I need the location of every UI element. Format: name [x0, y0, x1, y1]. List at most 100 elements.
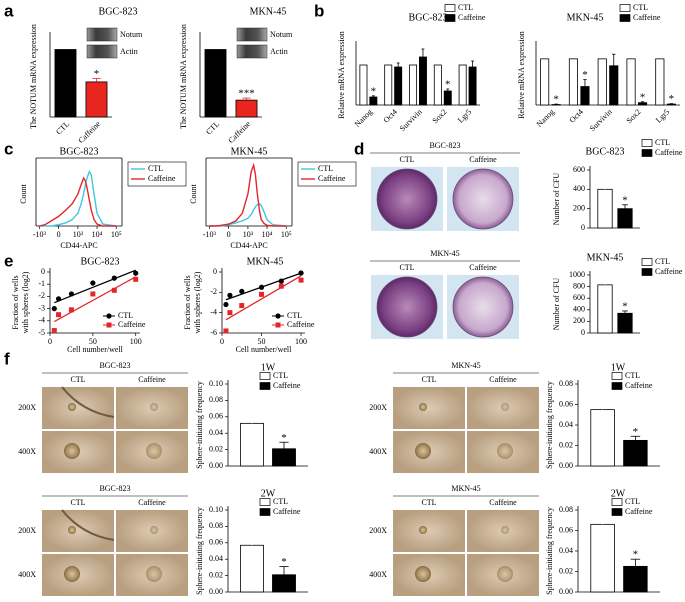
bar	[272, 574, 296, 593]
y-axis-label: Relative mRNA expression	[337, 31, 346, 119]
legend-label: Caffeine	[655, 267, 683, 276]
chart-title: BGC-823	[60, 146, 99, 157]
image-title: BGC-823	[429, 141, 460, 150]
panel-letter: a	[4, 1, 14, 20]
legend-swatch	[641, 258, 653, 266]
bar	[617, 208, 633, 229]
x-tick-label: 100	[295, 337, 307, 346]
sphere	[64, 443, 80, 459]
colony-dish	[452, 276, 514, 338]
point	[227, 310, 233, 316]
x-tick-label: 50	[89, 337, 97, 346]
x-tick-label: 0	[220, 337, 224, 346]
legend-label: CTL	[273, 371, 288, 380]
y-tick-label: 0.08	[559, 379, 573, 388]
point	[298, 270, 304, 276]
y-tick-label: 200	[573, 316, 585, 325]
image-column-label: CTL	[421, 498, 436, 507]
image-row-label: 400X	[369, 447, 387, 456]
chart-title: 2W	[261, 488, 276, 499]
bar	[597, 58, 607, 106]
legend-label: Caffeine	[273, 507, 301, 516]
point	[56, 312, 62, 318]
point	[133, 270, 139, 276]
y-tick-label: 0.06	[559, 525, 573, 534]
fit-line	[54, 269, 136, 304]
chart-title: 1W	[611, 362, 626, 373]
y-axis-label: Number of CFU	[552, 173, 561, 226]
image-column-label: CTL	[399, 263, 414, 272]
legend-swatch	[611, 382, 623, 390]
legend-swatch	[611, 508, 623, 516]
y-tick-label: 0.10	[209, 505, 223, 514]
image-row-label: 400X	[369, 570, 387, 579]
y-tick-label: 0.00	[559, 461, 573, 470]
image-row-label: 200X	[369, 526, 387, 535]
series-line	[209, 202, 287, 227]
bar	[204, 49, 227, 118]
bar	[433, 64, 442, 106]
point	[68, 291, 75, 297]
bar	[418, 56, 427, 106]
y-axis-label: with spheres (log2)	[193, 271, 202, 333]
sphere-photo	[42, 510, 114, 552]
y-axis-label: Fraction of wells	[183, 275, 192, 329]
x-tick-label: 0	[227, 230, 231, 239]
image-column-label: Caffeine	[469, 263, 497, 272]
image-column-label: Caffeine	[469, 155, 497, 164]
bar	[394, 66, 403, 106]
bar	[384, 64, 393, 106]
y-axis-label: The NOTUM mRNA expression	[29, 24, 38, 129]
x-tick-label: 10⁴	[92, 230, 103, 239]
legend-label: CTL	[273, 497, 288, 506]
y-tick-label: 0	[581, 328, 585, 337]
bar	[626, 58, 636, 106]
series-line	[39, 176, 117, 227]
y-axis-label: The NOTUM mRNA expression	[179, 24, 188, 129]
sphere	[501, 403, 509, 411]
y-tick-label: 0.04	[209, 428, 223, 437]
chart-title: BGC-823	[586, 146, 625, 157]
x-tick-label: Oct4	[382, 107, 399, 124]
series-line	[209, 162, 287, 227]
y-tick-label: 400	[573, 305, 585, 314]
point	[51, 328, 57, 334]
photo-texture	[61, 386, 115, 418]
image-title: MKN-45	[430, 249, 459, 258]
y-tick-label: 0.04	[559, 546, 573, 555]
y-tick-label: 1000	[569, 270, 585, 279]
legend-swatch	[259, 372, 271, 380]
legend-label: Caffeine	[118, 320, 146, 329]
bar	[235, 99, 258, 118]
blot-band	[86, 44, 118, 59]
point	[55, 296, 62, 302]
legend-marker	[106, 322, 112, 328]
legend-label: CTL	[655, 138, 670, 147]
x-tick-label: CTL	[204, 119, 221, 136]
bar	[85, 81, 108, 118]
bar	[590, 409, 615, 467]
y-tick-label: 0.04	[559, 420, 573, 429]
chart-title: MKN-45	[250, 6, 287, 17]
bar	[540, 58, 550, 106]
sphere	[497, 443, 513, 459]
y-axis-label: Number of CFU	[552, 278, 561, 331]
legend-label: CTL	[458, 3, 473, 12]
significance: *	[281, 432, 287, 444]
significance: *	[371, 85, 377, 97]
legend-swatch	[611, 372, 623, 380]
chart-title: BGC-823	[409, 12, 448, 23]
y-tick-label: 0.02	[559, 440, 573, 449]
point	[51, 306, 57, 312]
bar	[590, 523, 615, 593]
x-tick-label: Nanog	[353, 107, 374, 128]
y-tick-label: 0.00	[209, 587, 223, 596]
y-axis-label: Sphere-initiating frequency	[545, 381, 554, 469]
y-axis-label: with spheres (log2)	[21, 271, 30, 333]
sphere	[415, 443, 431, 459]
point	[111, 275, 117, 281]
blot-band	[86, 27, 118, 42]
y-axis-label: Sphere-initiating frequency	[195, 507, 204, 595]
panel-letter: f	[4, 349, 10, 368]
